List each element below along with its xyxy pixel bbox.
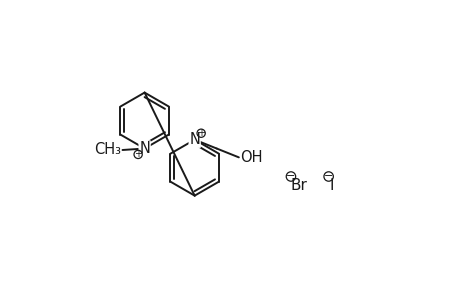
Text: −: − [323,172,333,182]
Text: Br: Br [290,178,307,193]
Text: +: + [197,128,205,138]
Text: +: + [134,149,142,159]
Text: N: N [139,141,150,156]
Text: N: N [189,132,200,147]
Text: −: − [285,172,295,182]
Text: I: I [329,178,333,193]
Text: CH₃: CH₃ [94,142,121,158]
Text: OH: OH [240,150,262,165]
